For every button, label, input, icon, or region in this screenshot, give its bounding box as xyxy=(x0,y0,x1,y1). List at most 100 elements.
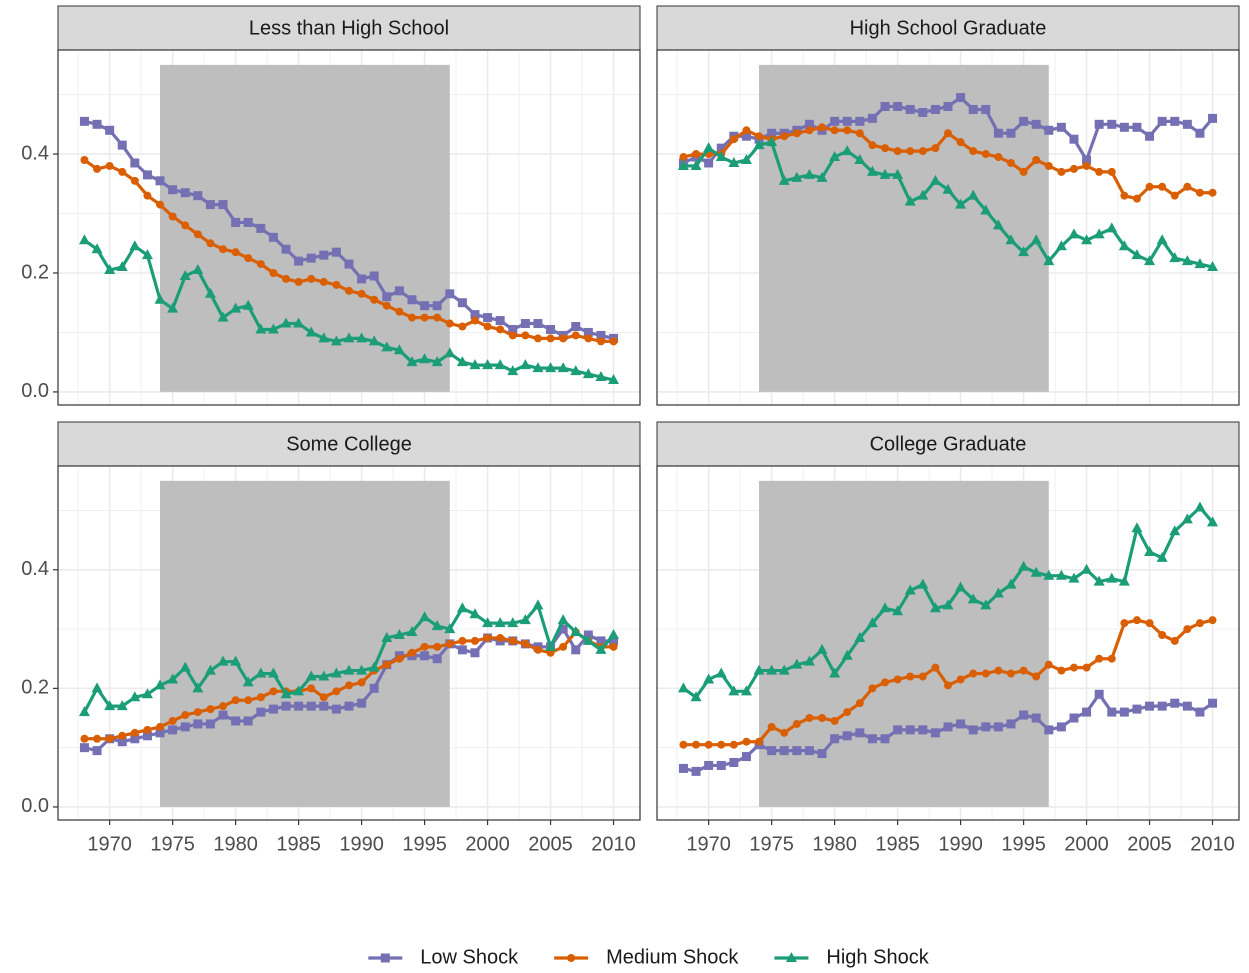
marker xyxy=(766,664,778,675)
marker xyxy=(444,347,456,358)
x-tick-label: 1995 xyxy=(402,833,447,855)
marker xyxy=(1019,167,1028,176)
marker xyxy=(741,752,751,762)
marker xyxy=(545,362,557,373)
marker xyxy=(595,371,607,382)
marker xyxy=(343,664,355,675)
y-tick-label: 0.4 xyxy=(21,142,49,164)
marker xyxy=(778,174,790,185)
marker xyxy=(218,710,228,720)
marker xyxy=(1208,113,1218,123)
marker xyxy=(205,719,215,729)
marker xyxy=(929,602,941,613)
strip xyxy=(656,5,1240,51)
marker xyxy=(943,101,953,111)
marker xyxy=(1208,698,1218,708)
marker xyxy=(507,617,519,628)
marker xyxy=(1069,663,1078,672)
marker xyxy=(143,725,152,734)
marker xyxy=(1069,713,1079,723)
marker xyxy=(193,191,203,201)
marker xyxy=(1032,156,1041,165)
marker xyxy=(192,682,204,693)
marker xyxy=(118,731,127,740)
y-tick-label: 0.4 xyxy=(21,558,49,580)
marker xyxy=(843,708,852,717)
marker xyxy=(305,670,317,681)
y-tick-label: 0.2 xyxy=(21,677,49,699)
marker xyxy=(382,292,392,302)
marker xyxy=(494,617,506,628)
marker xyxy=(1107,707,1117,717)
marker xyxy=(717,740,726,749)
marker xyxy=(294,277,303,286)
marker xyxy=(218,200,228,210)
marker xyxy=(267,323,279,334)
marker xyxy=(1018,246,1030,257)
marker xyxy=(829,667,841,678)
marker xyxy=(521,331,530,340)
marker xyxy=(269,268,278,277)
marker xyxy=(571,322,581,332)
marker xyxy=(406,356,418,367)
marker xyxy=(704,760,714,770)
marker xyxy=(1005,234,1017,245)
marker xyxy=(319,701,329,711)
marker xyxy=(154,679,166,690)
marker xyxy=(854,631,866,642)
marker xyxy=(1057,167,1066,176)
marker xyxy=(956,675,965,684)
marker xyxy=(193,708,202,717)
marker xyxy=(142,170,152,180)
marker xyxy=(79,116,89,126)
marker xyxy=(533,334,542,343)
marker xyxy=(444,623,456,634)
marker xyxy=(1043,569,1055,580)
marker xyxy=(356,664,368,675)
marker xyxy=(118,167,127,176)
marker xyxy=(917,189,929,200)
marker xyxy=(596,330,606,340)
marker xyxy=(980,204,992,215)
marker xyxy=(969,669,978,678)
marker xyxy=(582,634,594,645)
marker xyxy=(130,176,139,185)
marker xyxy=(382,301,391,310)
marker xyxy=(816,643,828,654)
marker xyxy=(918,147,927,156)
marker xyxy=(192,264,204,275)
marker xyxy=(256,707,266,717)
marker xyxy=(1118,240,1130,251)
marker xyxy=(1056,722,1066,732)
marker xyxy=(230,302,242,313)
marker xyxy=(256,693,265,702)
marker xyxy=(609,337,618,346)
marker xyxy=(394,286,404,296)
marker xyxy=(395,307,404,316)
marker xyxy=(357,698,367,708)
marker xyxy=(1069,164,1078,173)
x-tick-label: 1985 xyxy=(875,833,920,855)
marker xyxy=(407,648,416,657)
marker xyxy=(1158,182,1167,191)
marker xyxy=(282,274,291,283)
marker xyxy=(458,636,467,645)
marker xyxy=(256,260,265,269)
marker xyxy=(78,234,90,245)
marker xyxy=(318,332,330,343)
marker xyxy=(319,693,328,702)
marker xyxy=(879,602,891,613)
marker xyxy=(105,125,115,135)
marker xyxy=(496,325,505,334)
marker xyxy=(193,719,203,729)
marker xyxy=(881,144,890,153)
marker xyxy=(1006,158,1015,167)
marker xyxy=(803,168,815,179)
marker xyxy=(420,642,429,651)
marker xyxy=(269,687,278,696)
marker xyxy=(691,766,701,776)
marker xyxy=(1194,501,1206,512)
marker xyxy=(906,147,915,156)
marker xyxy=(583,327,593,337)
